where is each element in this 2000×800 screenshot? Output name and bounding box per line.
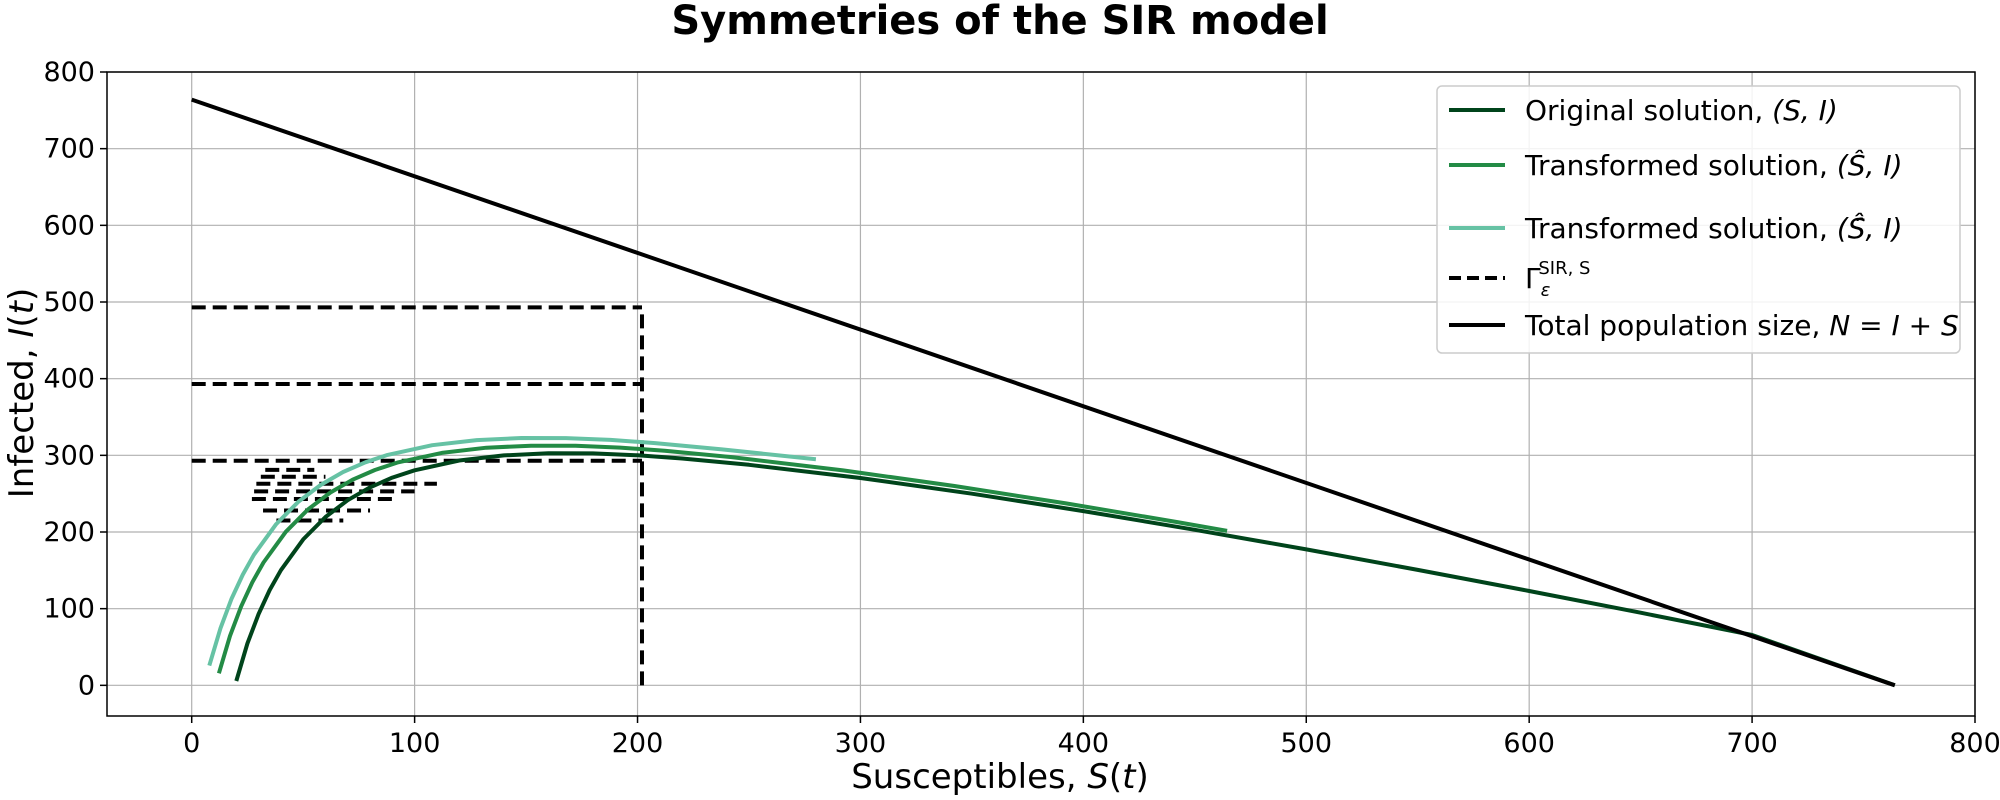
legend-entry-label: Total population size, N = I + S — [1524, 309, 1959, 342]
legend-entry-label: ΓεSIR, S — [1525, 258, 1590, 301]
transformed-solution-line — [216, 443, 1228, 674]
x-tick-label: 400 — [1058, 728, 1110, 759]
plot-area — [191, 97, 1896, 688]
y-tick-label: 600 — [43, 210, 95, 241]
legend-entry-label: Original solution, (S, I) — [1525, 94, 1838, 127]
x-tick-label: 600 — [1503, 728, 1555, 759]
y-tick-label: 0 — [78, 670, 95, 701]
x-tick-label: 300 — [835, 728, 887, 759]
x-axis-label: Susceptibles, S(t) — [851, 757, 1149, 797]
chart-title: Symmetries of the SIR model — [671, 0, 1328, 44]
original-solution-line — [234, 451, 1896, 688]
x-tick-label: 500 — [1280, 728, 1332, 759]
x-tick-label: 700 — [1726, 728, 1778, 759]
y-tick-label: 800 — [43, 57, 95, 88]
x-tick-label: 200 — [612, 728, 664, 759]
y-tick-label: 300 — [43, 440, 95, 471]
legend-entry-label: Transformed solution, (Ŝ̂, I) — [1524, 211, 1903, 245]
y-tick-label: 100 — [43, 594, 95, 625]
plot-frame — [106, 71, 1976, 717]
total-population-line — [191, 97, 1896, 688]
y-axis-label: Infected, I(t) — [2, 288, 42, 499]
y-tick-label: 200 — [43, 517, 95, 548]
x-tick-label: 100 — [389, 728, 441, 759]
axis-ticks: 0 100 200 300 400 500 600 700 800 0 100 200 300 400 50… — [43, 57, 2000, 759]
double-transformed-solution-line — [207, 436, 817, 667]
x-tick-label: 0 — [183, 728, 200, 759]
legend: Original solution, (S, I) Transformed sol… — [1436, 85, 1961, 354]
legend-box — [1436, 85, 1961, 354]
legend-entry-label: Transformed solution, (Ŝ, I) — [1524, 148, 1903, 182]
y-tick-label: 400 — [43, 364, 95, 395]
y-tick-label: 700 — [43, 134, 95, 165]
y-tick-label: 500 — [43, 287, 95, 318]
x-tick-label: 800 — [1949, 728, 2000, 759]
